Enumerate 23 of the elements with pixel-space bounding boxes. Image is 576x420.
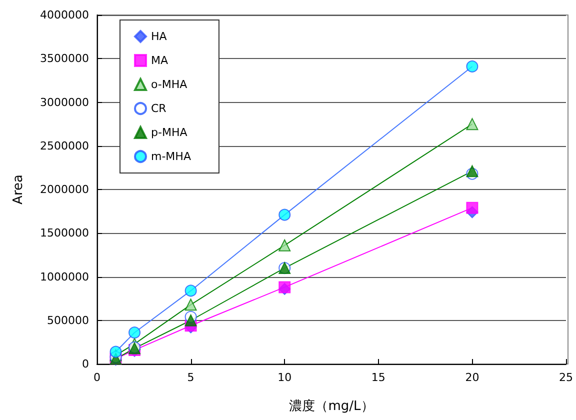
legend-label: MA [151, 54, 168, 67]
y-tick-label: 1500000 [40, 226, 89, 240]
y-tick-label: 2000000 [40, 183, 89, 196]
legend-label: HA [151, 30, 168, 43]
x-tick-label: 0 [94, 371, 100, 384]
x-tick-label: 10 [278, 371, 292, 384]
y-tick-label: 1000000 [40, 270, 89, 284]
legend-label: p-MHA [151, 126, 188, 139]
legend-label: o-MHA [151, 78, 188, 91]
y-tick-label: 0 [82, 358, 89, 370]
x-tick-label: 20 [465, 371, 480, 384]
y-tick-label: 2500000 [40, 139, 89, 152]
x-tick-label: 15 [371, 371, 386, 384]
y-tick-label: 3000000 [40, 96, 89, 109]
y-axis-title: Area [11, 174, 26, 204]
x-tick-label: 5 [187, 371, 194, 384]
y-tick-label: 3500000 [40, 52, 89, 66]
y-tick-label: 4000000 [40, 8, 89, 22]
legend-label: m-MHA [151, 150, 192, 163]
y-tick-label: 500000 [47, 314, 89, 327]
x-tick-label: 25 [559, 371, 573, 384]
legend-label: CR [151, 102, 167, 115]
x-axis-title: 濃度（mg/L） [289, 398, 374, 414]
